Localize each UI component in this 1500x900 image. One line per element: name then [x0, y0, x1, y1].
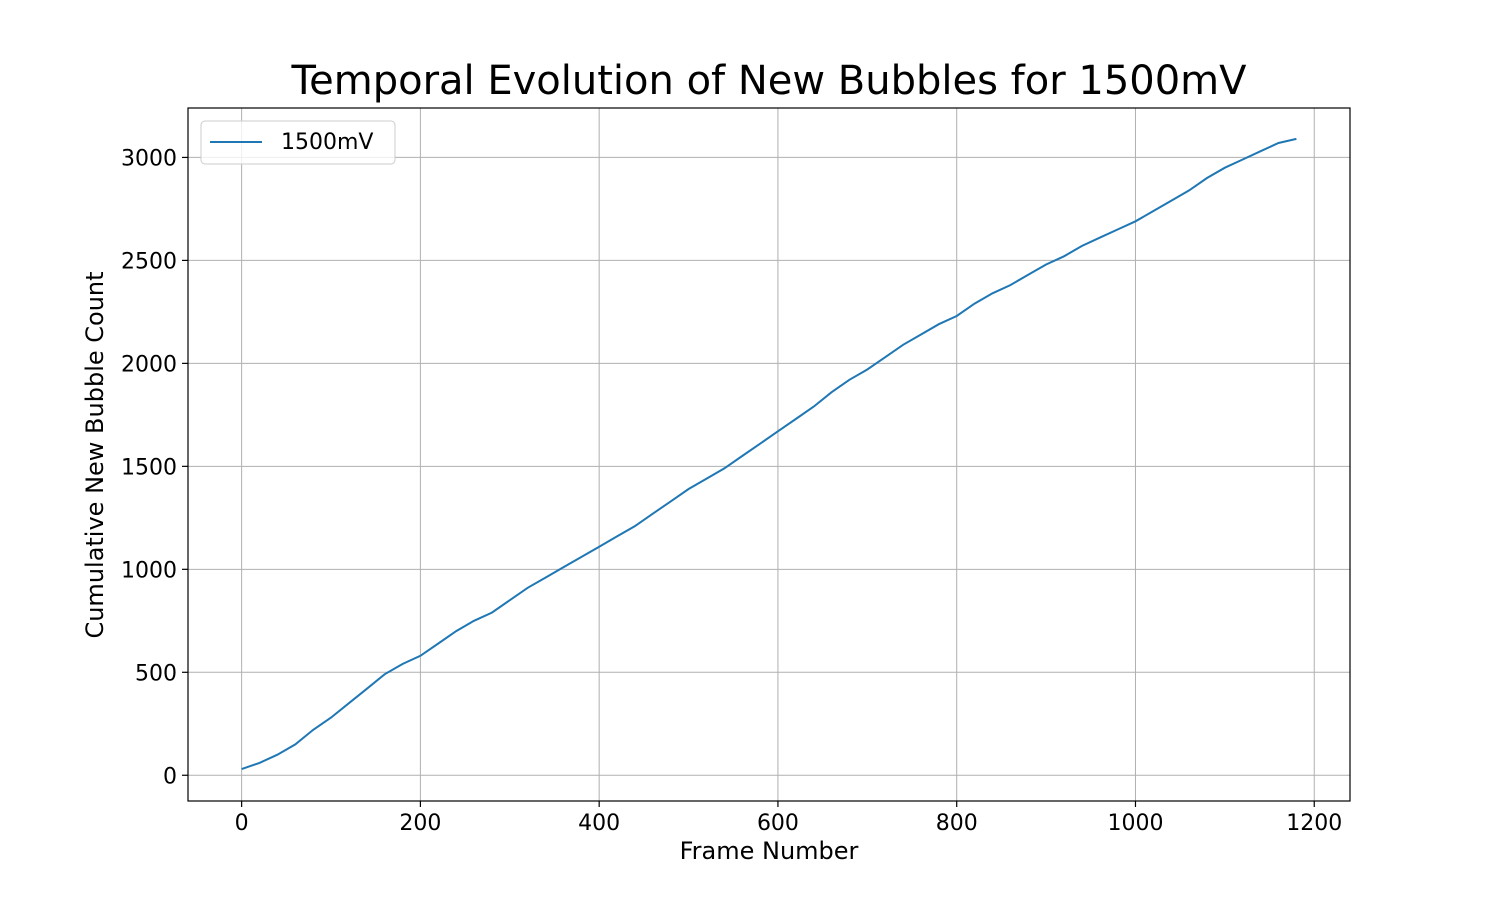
x-tick-label: 800	[936, 811, 978, 836]
chart-title: Temporal Evolution of New Bubbles for 15…	[291, 58, 1248, 104]
plot-frame	[187, 107, 1351, 802]
x-tick-label: 600	[757, 811, 799, 836]
y-tick-label: 3000	[121, 146, 177, 171]
x-tick-label: 0	[235, 811, 249, 836]
y-axis-label: Cumulative New Bubble Count	[81, 271, 109, 638]
x-tick-label: 200	[399, 811, 441, 836]
y-tick-label: 2500	[121, 249, 177, 274]
y-tick-label: 2000	[121, 352, 177, 377]
series-line-1500mV	[241, 137, 1297, 771]
x-axis-label: Frame Number	[680, 837, 859, 865]
y-tick-label: 1000	[121, 558, 177, 583]
x-tick-label: 1200	[1286, 811, 1342, 836]
legend-box	[200, 120, 396, 165]
y-tick-label: 500	[135, 661, 177, 686]
grid	[188, 108, 1350, 801]
legend-label: 1500mV	[281, 130, 373, 155]
y-tick-label: 1500	[121, 455, 177, 480]
legend: 1500mV	[200, 120, 396, 165]
x-tick-label: 400	[578, 811, 620, 836]
x-tick-label: 1000	[1107, 811, 1163, 836]
y-tick-label: 0	[163, 764, 177, 789]
ticks: 0 200 400 600 800 1000 1200 0 500 1000 1500 2000 250…	[121, 146, 1342, 836]
